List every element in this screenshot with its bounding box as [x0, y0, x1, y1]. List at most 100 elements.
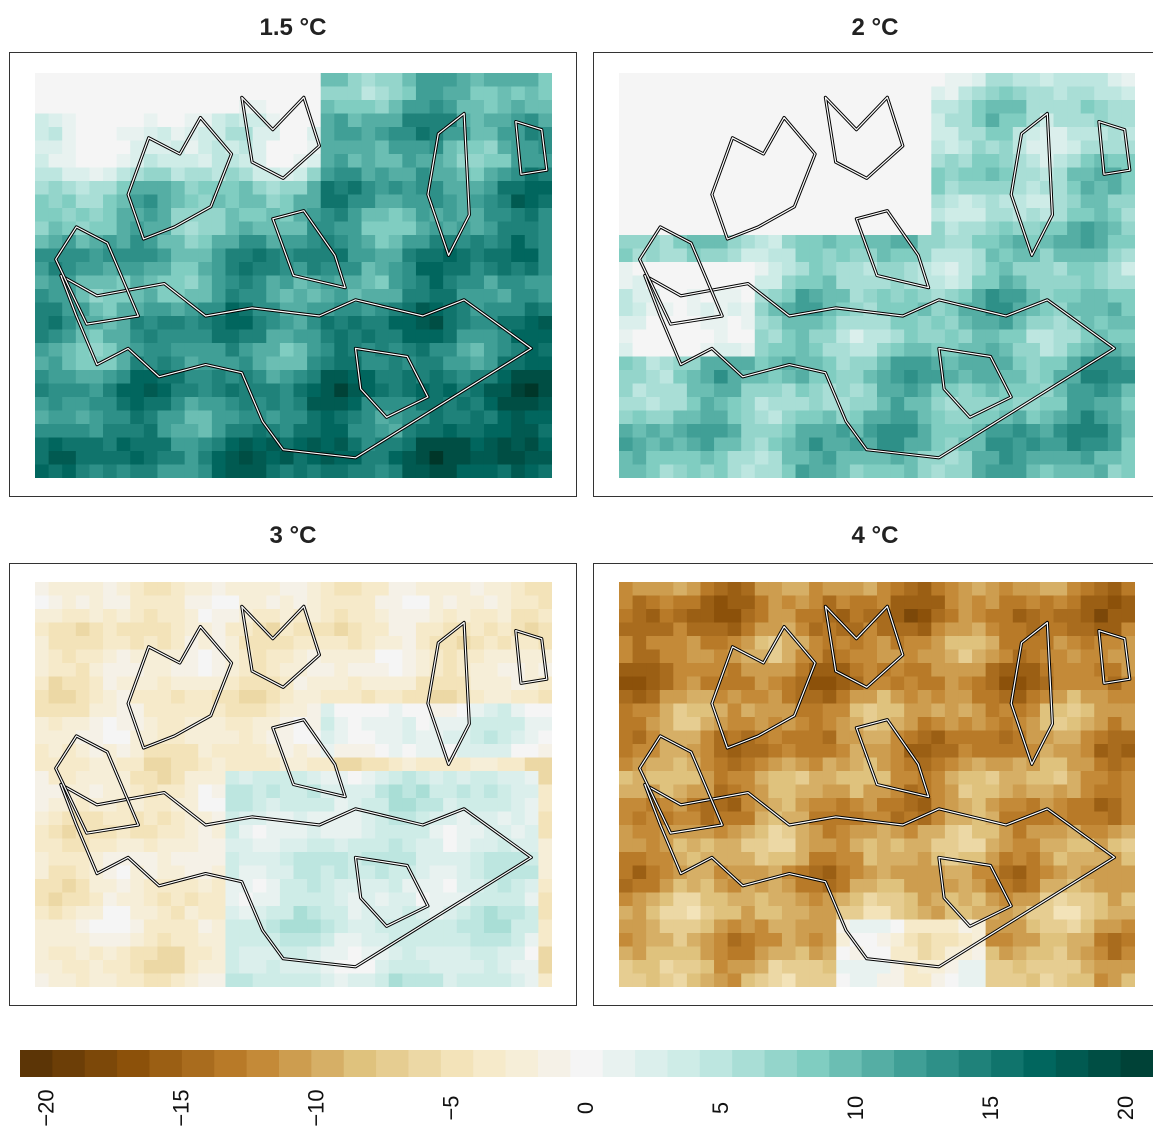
heatmap-cell	[944, 464, 959, 478]
heatmap-cell	[917, 424, 932, 438]
heatmap-cell	[157, 262, 172, 276]
heatmap-cell	[293, 879, 308, 893]
heatmap-cell	[402, 383, 417, 398]
heatmap-cell	[1039, 784, 1055, 799]
heatmap-cell	[388, 703, 403, 718]
heatmap-cell	[511, 757, 526, 772]
heatmap-cell	[497, 397, 512, 411]
heatmap-cell	[809, 771, 824, 785]
heatmap-cell	[972, 676, 987, 691]
heatmap-cell	[877, 181, 892, 195]
heatmap-cell	[727, 221, 742, 236]
heatmap-cell	[130, 100, 145, 114]
heatmap-cell	[35, 86, 50, 101]
heatmap-cell	[239, 744, 254, 758]
heatmap-cell	[198, 343, 213, 357]
heatmap-cell	[184, 784, 199, 799]
heatmap-cell	[1080, 410, 1095, 425]
heatmap-cell	[375, 582, 390, 596]
heatmap-cell	[334, 221, 349, 236]
heatmap-cell	[1012, 329, 1027, 344]
heatmap-cell	[1094, 906, 1109, 920]
heatmap-cell	[429, 744, 444, 758]
heatmap-cell	[443, 100, 458, 114]
heatmap-cell	[972, 100, 987, 114]
heatmap-cell	[863, 595, 878, 610]
heatmap-cell	[402, 838, 417, 853]
heatmap-cell	[1067, 383, 1082, 398]
heatmap-cell	[293, 906, 308, 920]
heatmap-cell	[958, 622, 973, 637]
heatmap-cell	[1053, 316, 1068, 330]
heatmap-cell	[944, 275, 959, 290]
heatmap-cell	[632, 437, 647, 452]
heatmap-cell	[266, 329, 281, 344]
heatmap-cell	[402, 798, 417, 812]
heatmap-cell	[130, 757, 145, 772]
heatmap-cell	[62, 127, 77, 141]
heatmap-cell	[659, 343, 674, 357]
heatmap-cell	[470, 86, 485, 101]
heatmap-cell	[1080, 919, 1095, 934]
heatmap-cell	[754, 892, 769, 907]
heatmap-cell	[917, 906, 932, 920]
heatmap-cell	[483, 744, 499, 758]
heatmap-cell	[700, 933, 715, 947]
heatmap-cell	[1039, 771, 1055, 785]
heatmap-cell	[35, 275, 50, 290]
heatmap-cell	[35, 329, 50, 344]
heatmap-cell	[1039, 595, 1055, 610]
heatmap-cell	[1094, 757, 1109, 772]
heatmap-cell	[62, 879, 77, 893]
heatmap-cell	[727, 946, 742, 961]
heatmap-cell	[483, 73, 499, 87]
heatmap-cell	[1121, 370, 1135, 384]
heatmap-cell	[1012, 622, 1027, 637]
heatmap-cell	[35, 717, 50, 731]
colorbar-bin	[376, 1050, 410, 1077]
heatmap-cell	[307, 919, 322, 934]
heatmap-cell	[293, 356, 308, 371]
heatmap-cell	[252, 235, 267, 249]
heatmap-cell	[361, 140, 376, 155]
heatmap-cell	[659, 622, 674, 637]
heatmap-cell	[334, 140, 349, 155]
heatmap-cell	[1080, 649, 1095, 664]
heatmap-cell	[35, 181, 50, 195]
heatmap-cell	[89, 275, 104, 290]
heatmap-cell	[849, 383, 864, 398]
heatmap-cell	[999, 771, 1014, 785]
heatmap-cell	[266, 154, 281, 168]
heatmap-cell	[958, 879, 973, 893]
heatmap-cell	[822, 262, 837, 276]
heatmap-cell	[1121, 811, 1135, 826]
heatmap-cell	[483, 194, 499, 209]
heatmap-cell	[443, 424, 458, 438]
heatmap-cell	[48, 744, 63, 758]
heatmap-cell	[48, 370, 63, 384]
heatmap-cell	[443, 167, 458, 182]
heatmap-cell	[89, 113, 104, 128]
heatmap-cell	[334, 194, 349, 209]
heatmap-cell	[75, 127, 90, 141]
heatmap-cell	[632, 879, 647, 893]
heatmap-cell	[293, 167, 308, 182]
heatmap-cell	[429, 181, 444, 195]
heatmap-cell	[143, 316, 158, 330]
heatmap-cell	[388, 73, 403, 87]
heatmap-cell	[48, 609, 63, 623]
heatmap-cell	[904, 946, 919, 961]
heatmap-cell	[1039, 811, 1055, 826]
heatmap-cell	[375, 370, 390, 384]
heatmap-cell	[225, 771, 240, 785]
heatmap-cell	[795, 316, 810, 330]
colorbar-bin	[117, 1050, 151, 1077]
heatmap-cell	[1080, 811, 1095, 826]
heatmap-cell	[863, 663, 878, 677]
heatmap-cell	[822, 757, 837, 772]
heatmap-cell	[211, 852, 226, 866]
heatmap-cell	[877, 933, 892, 947]
heatmap-cell	[972, 113, 987, 128]
heatmap-cell	[130, 622, 145, 637]
heatmap-cell	[35, 609, 50, 623]
